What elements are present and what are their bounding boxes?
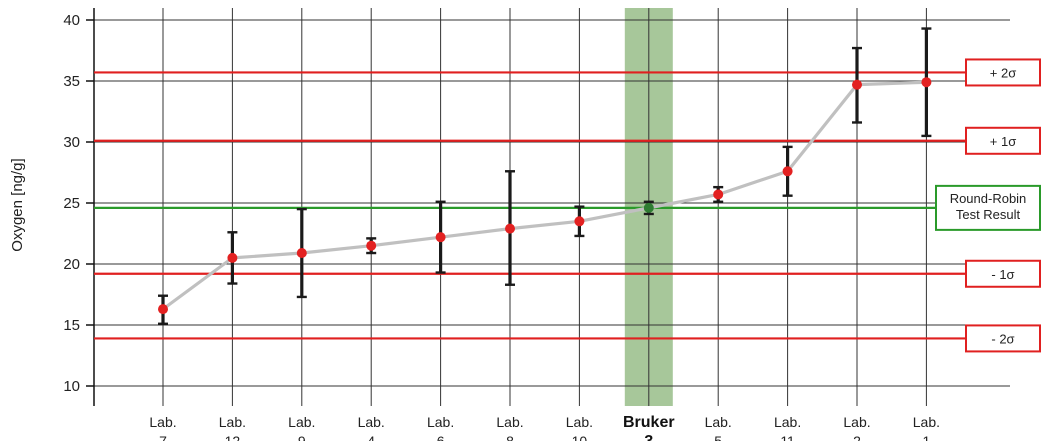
- y-axis-label: Oxygen [ng/g]: [9, 158, 26, 251]
- y-tick-label: 25: [63, 195, 80, 212]
- labels-layer: Lab.7Lab.12Lab.9Lab.4Lab.6Lab.8Lab.10Bru…: [149, 414, 940, 441]
- axis-layer: 10 15 20 25 30 35 40: [63, 8, 95, 406]
- x-tick-label: Lab.: [496, 414, 523, 430]
- y-tick-label: 15: [63, 317, 80, 334]
- series-connector-line: [162, 80, 927, 311]
- x-tick-label-sub: 5: [714, 433, 722, 441]
- y-tick-label: 30: [63, 134, 80, 151]
- x-tick-label-sub: 7: [159, 433, 167, 441]
- x-tick-label: Lab.: [913, 414, 940, 430]
- x-tick-label: Lab.: [705, 414, 732, 430]
- reference-label-box: [965, 324, 1041, 353]
- reference-label: + 1σ: [990, 134, 1016, 149]
- x-tick-label: Lab.: [288, 414, 315, 430]
- reference-label: - 1σ: [991, 267, 1014, 282]
- data-point: [713, 189, 724, 200]
- x-tick-label: Lab.: [149, 414, 176, 430]
- x-tick-label-sub: 2: [853, 433, 861, 441]
- reference-label: + 2σ: [990, 65, 1016, 80]
- data-point: [227, 252, 238, 263]
- x-tick-label: Lab.: [219, 414, 246, 430]
- y-tick-label: 10: [63, 378, 80, 395]
- reference-label: Round-Robin: [950, 191, 1027, 206]
- reference-label: - 2σ: [991, 331, 1014, 346]
- reference-label-box: [935, 184, 1041, 231]
- points-layer: [158, 77, 932, 315]
- y-tick-label: 40: [63, 12, 80, 29]
- data-point: [921, 77, 932, 88]
- x-tick-label-sub: 11: [780, 433, 795, 441]
- data-point: [296, 248, 307, 259]
- x-tick-label: Lab.: [843, 414, 870, 430]
- connector-layer: [162, 80, 927, 311]
- x-tick-label-sub: 9: [298, 433, 306, 441]
- reference-label-box: [965, 259, 1041, 288]
- data-point: [782, 166, 793, 177]
- data-point: [435, 232, 446, 243]
- x-tick-label: Lab.: [427, 414, 454, 430]
- reference-label-box: [965, 58, 1041, 87]
- x-tick-label-sub: 1: [923, 433, 931, 441]
- x-tick-label-sub: 6: [437, 433, 445, 441]
- reference-label-box: [965, 126, 1041, 155]
- y-tick-label: 20: [63, 256, 80, 273]
- x-tick-label-sub: 10: [572, 433, 588, 441]
- x-tick-label: Lab.: [774, 414, 801, 430]
- x-tick-label-sub: 12: [225, 433, 241, 441]
- data-point: [366, 240, 377, 251]
- x-tick-label-sub: 4: [367, 433, 375, 441]
- x-tick-label: Bruker: [623, 414, 675, 431]
- x-tick-label-sub: 8: [506, 433, 514, 441]
- data-point: [574, 216, 585, 227]
- data-point: [505, 223, 515, 234]
- data-point: [852, 79, 862, 90]
- data-point: [643, 202, 654, 213]
- x-tick-label-sub: 3: [644, 433, 653, 441]
- data-point: [158, 304, 168, 315]
- x-tick-label: Lab.: [566, 414, 593, 430]
- reference-label: Test Result: [956, 207, 1021, 222]
- x-tick-label: Lab.: [358, 414, 385, 430]
- y-tick-label: 35: [63, 73, 80, 90]
